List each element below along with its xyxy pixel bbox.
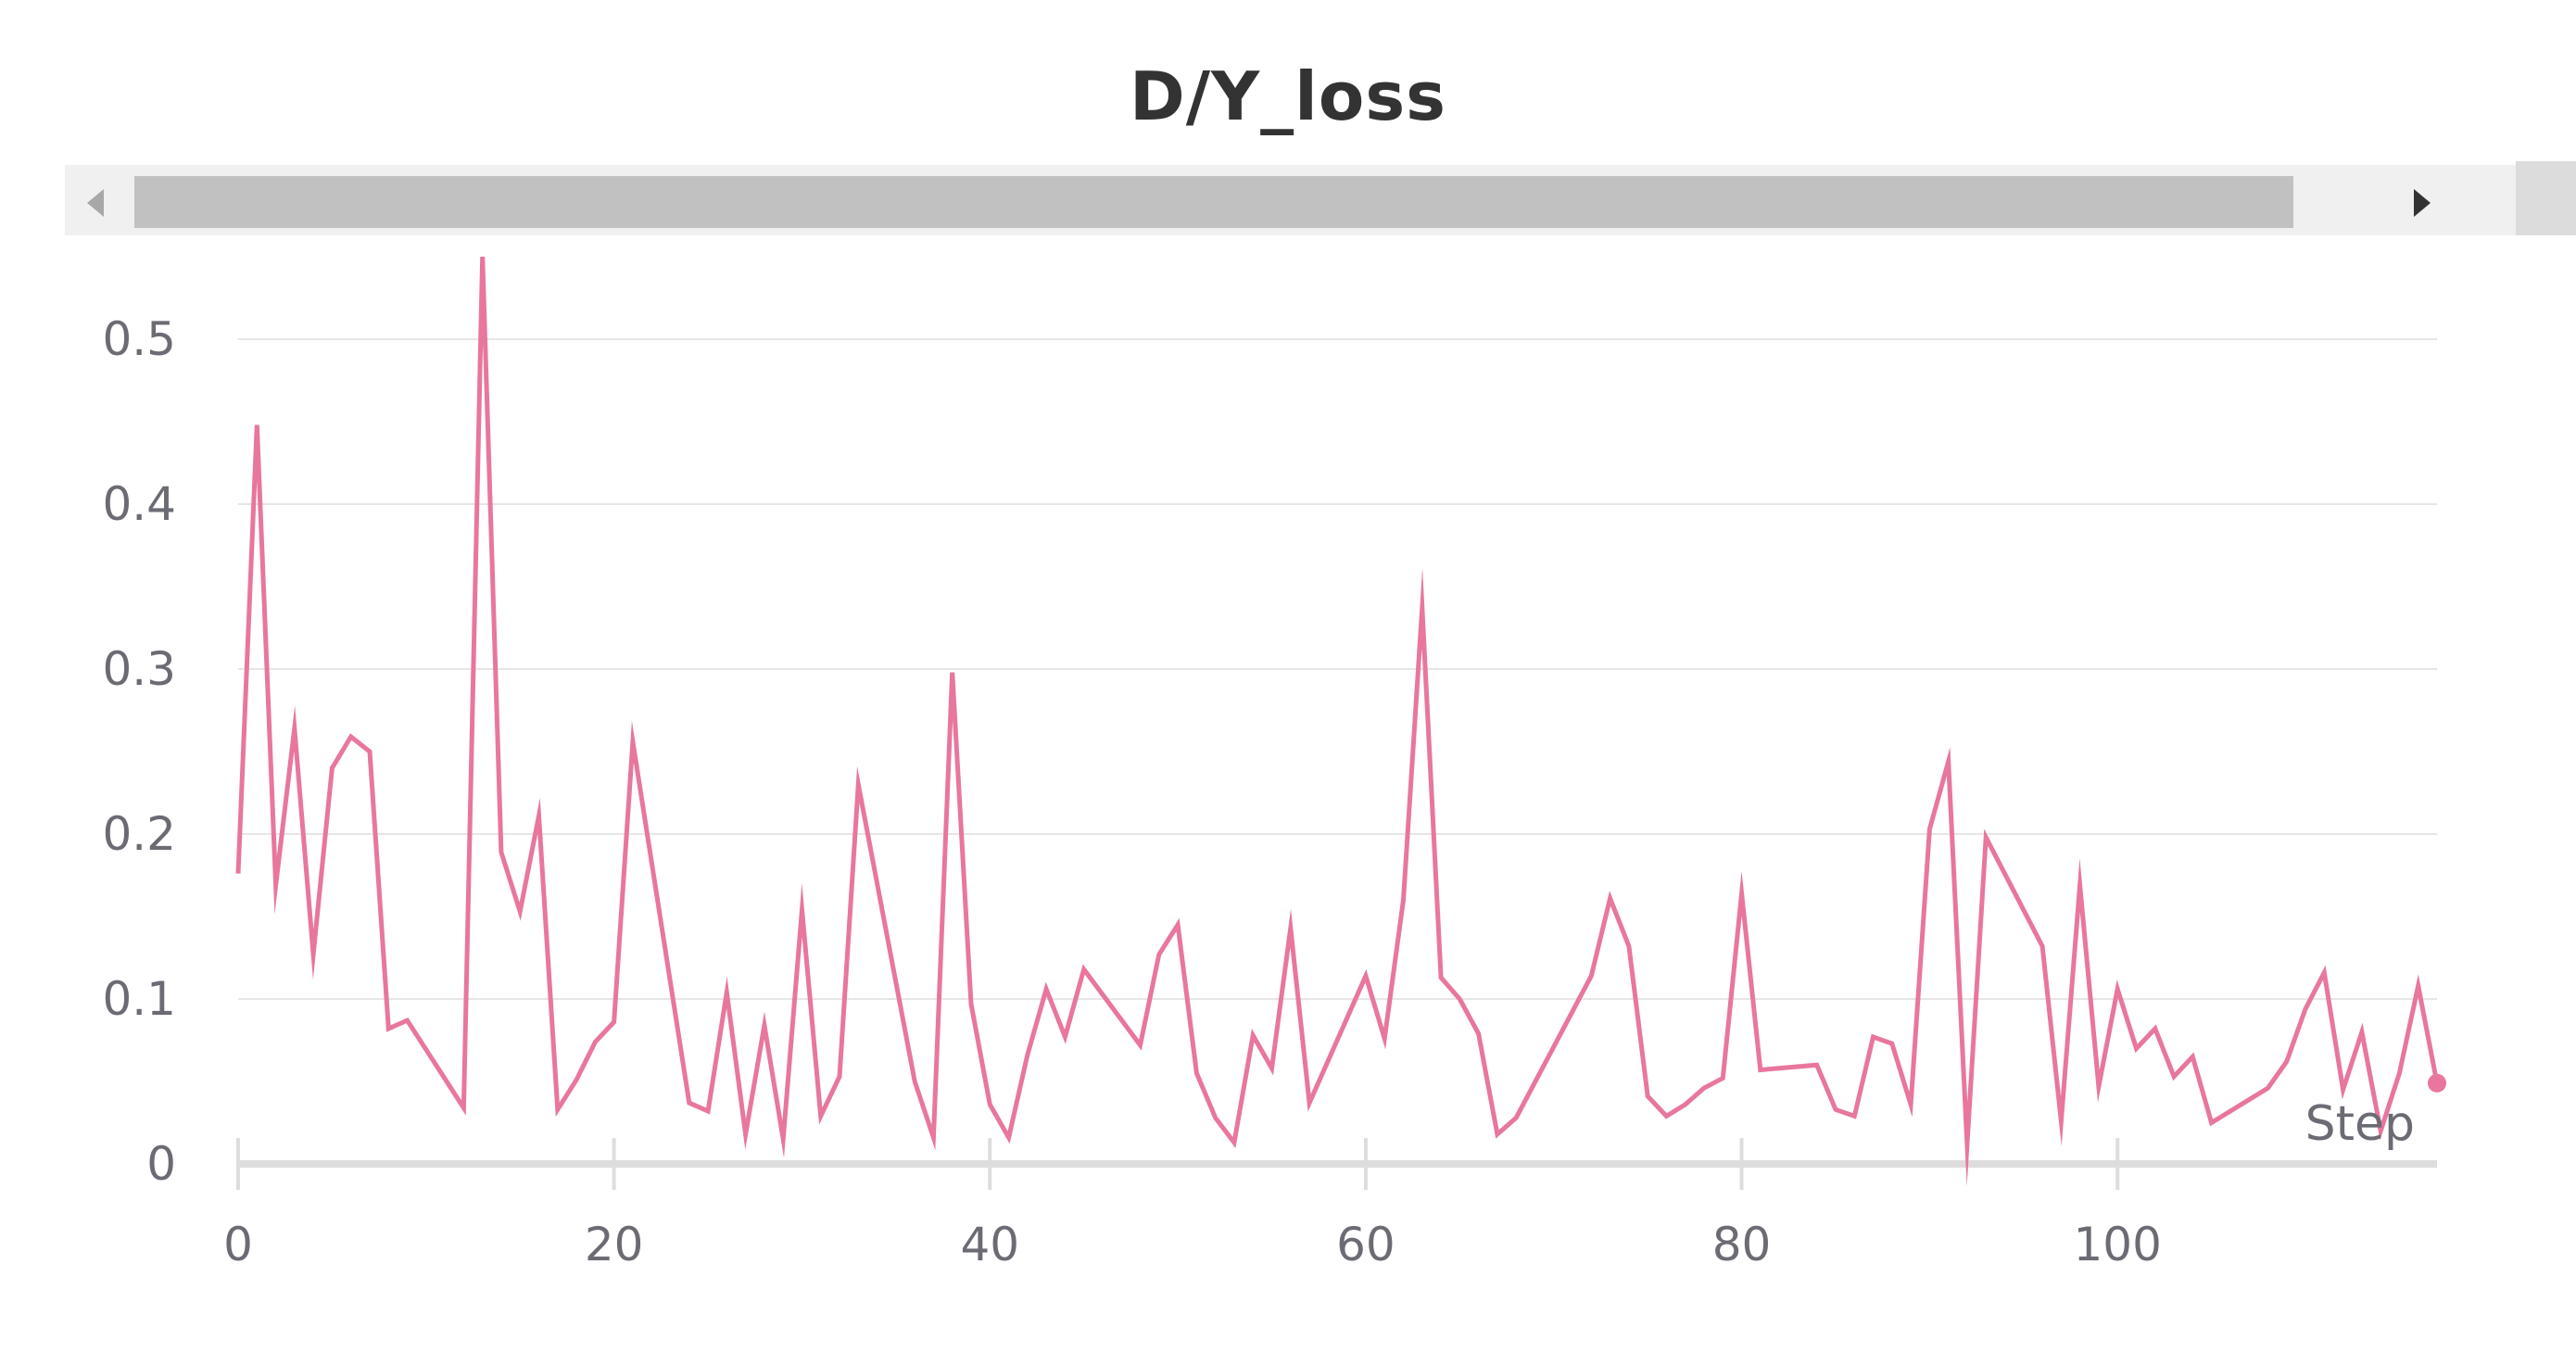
- series-end-point-0: [2428, 1073, 2446, 1093]
- y-tick-label-0: 0: [146, 1137, 176, 1191]
- x-tick-label-5: 100: [2073, 1218, 2161, 1271]
- y-tick-label-1: 0.1: [102, 972, 176, 1026]
- x-tick-label-2: 40: [960, 1218, 1019, 1271]
- series-group: [235, 256, 2446, 1187]
- series-line-0: [235, 256, 2440, 1187]
- x-tick-label-1: 20: [585, 1218, 644, 1271]
- scroll-left-arrow-icon[interactable]: [87, 189, 104, 217]
- y-tick-label-5: 0.5: [102, 312, 176, 366]
- scroll-corner: [2516, 161, 2576, 235]
- x-tick-label-4: 80: [1712, 1218, 1772, 1271]
- y-tick-label-2: 0.2: [102, 807, 176, 861]
- y-tick-label-4: 0.4: [102, 477, 176, 531]
- x-tick-label-3: 60: [1336, 1218, 1395, 1271]
- x-axis-label: Step: [2305, 1096, 2415, 1152]
- scroll-thumb[interactable]: [134, 176, 2293, 228]
- y-ticks: 0 0.1 0.2 0.3 0.4 0.5: [102, 312, 176, 1191]
- x-ticks: 0 20 40 60 80 100: [223, 1138, 2162, 1271]
- x-axis: 0 20 40 60 80 100: [223, 1138, 2437, 1271]
- scroll-right-arrow-icon[interactable]: [2414, 189, 2431, 217]
- horizontal-scrollbar[interactable]: [65, 161, 2576, 235]
- y-tick-label-3: 0.3: [102, 642, 176, 696]
- x-tick-label-0: 0: [223, 1218, 253, 1271]
- gridlines: [238, 338, 2437, 1000]
- chart-title: D/Y_loss: [1129, 57, 1447, 135]
